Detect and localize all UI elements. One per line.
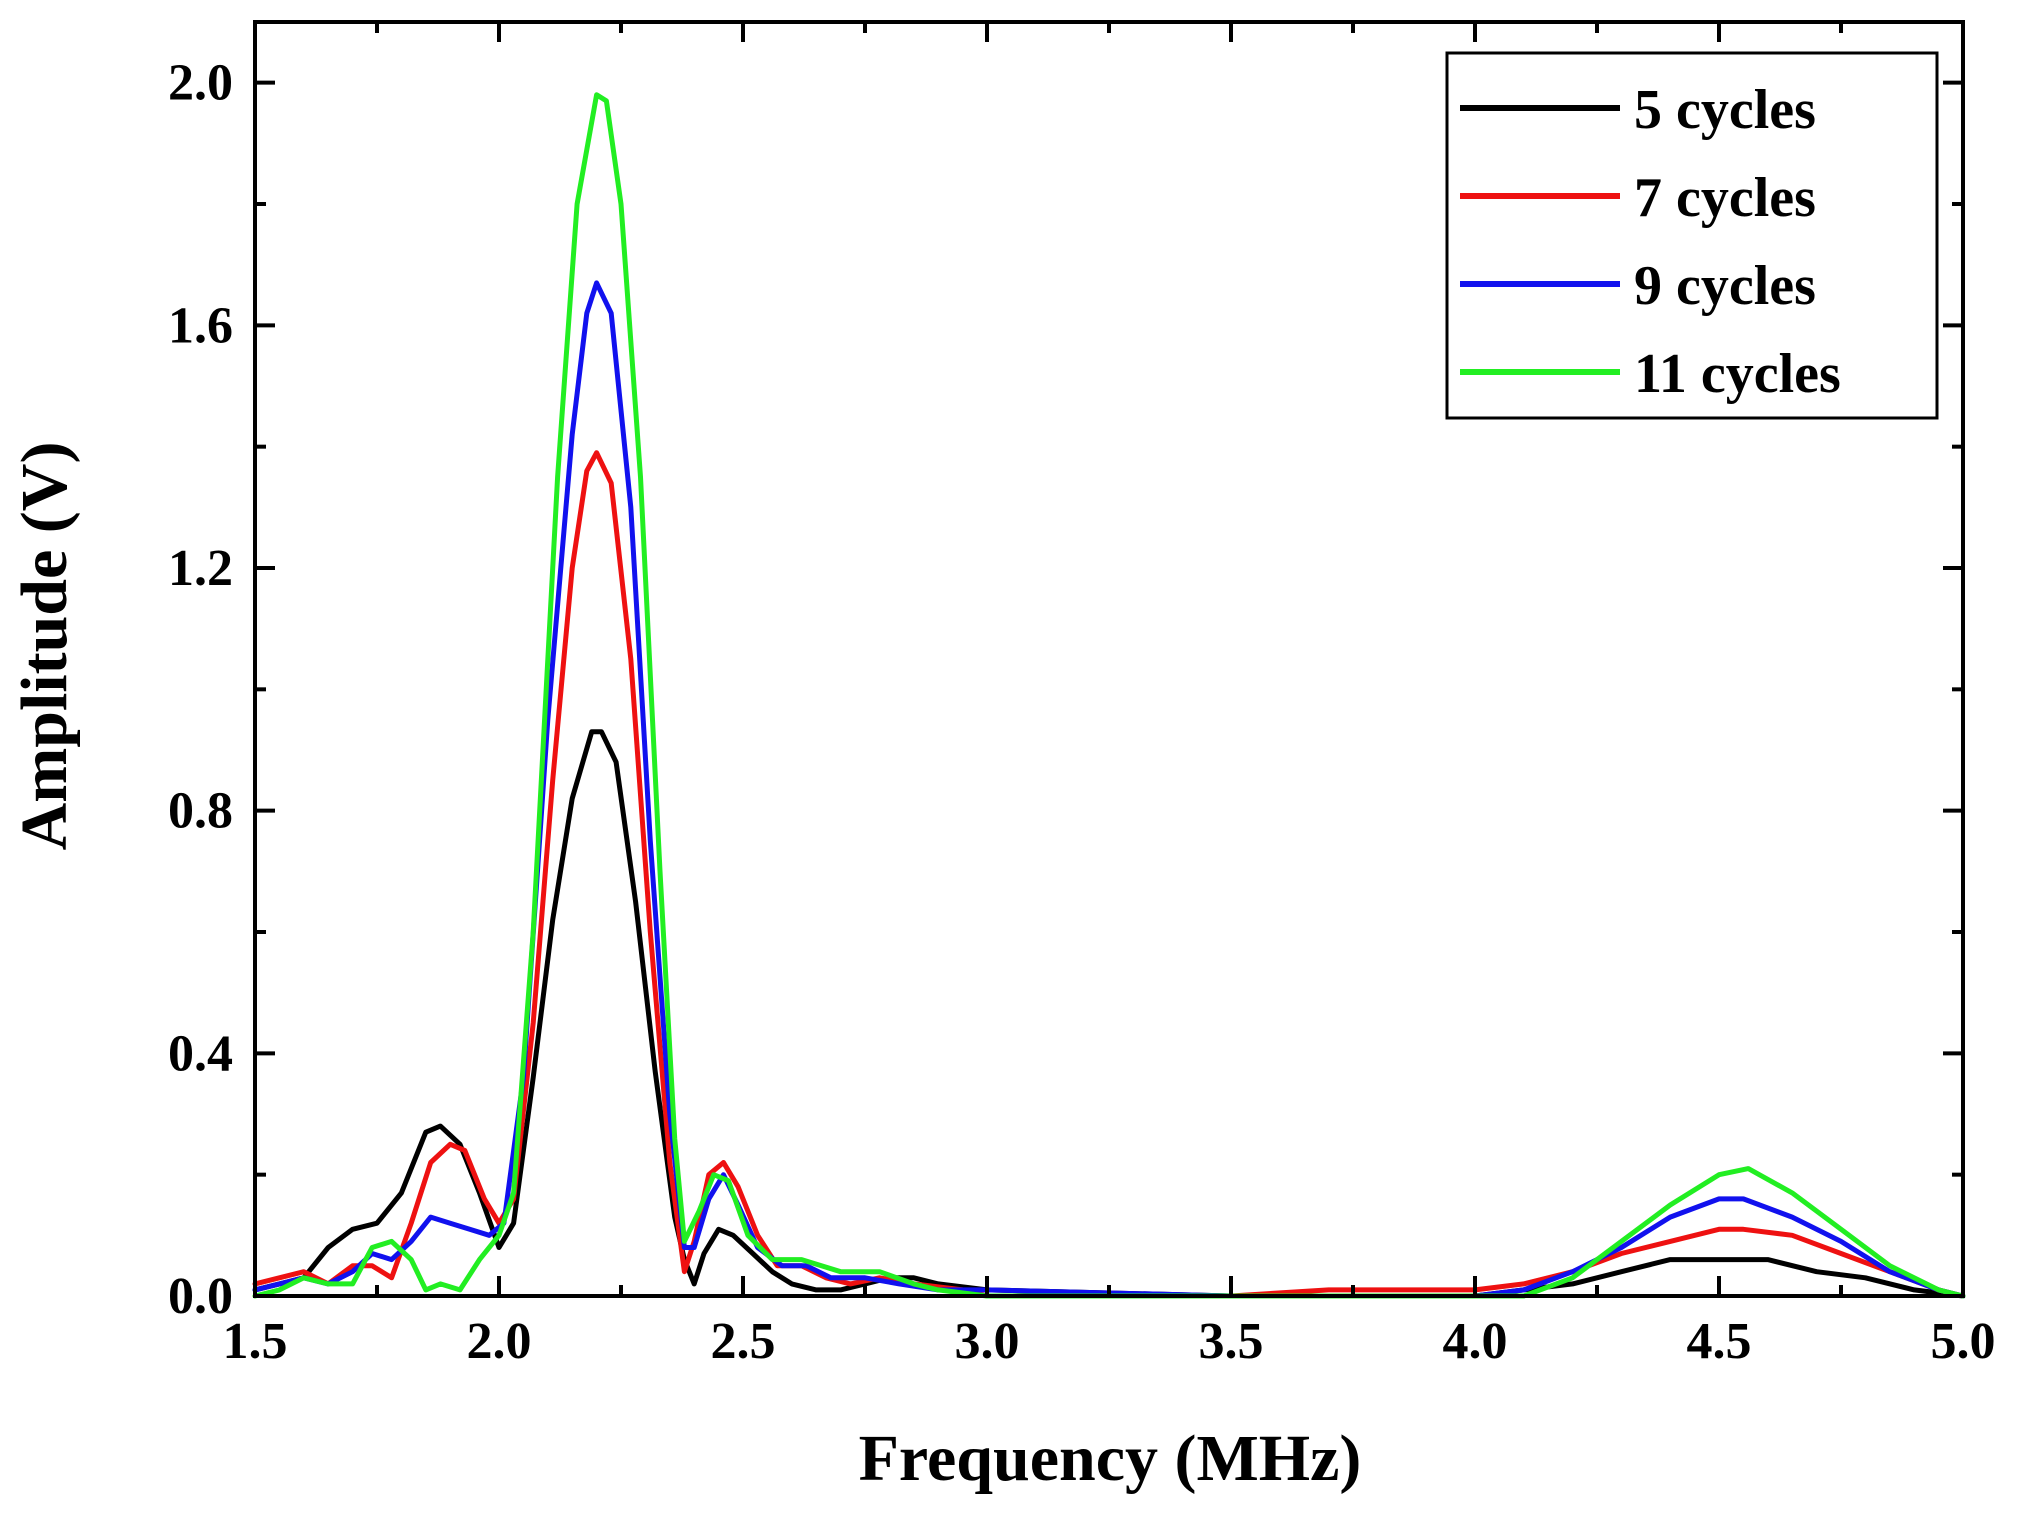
legend: 5 cycles 7 cycles 9 cycles 11 cycles xyxy=(1445,51,1939,420)
legend-label-4: 11 cycles xyxy=(1634,343,1841,405)
y-tick-label: 1.2 xyxy=(168,540,233,597)
y-tick-label: 0.0 xyxy=(168,1268,233,1325)
legend-box xyxy=(1445,51,1939,420)
series-layer xyxy=(252,92,1966,1299)
series-line-4 xyxy=(252,92,1966,1299)
x-tick-label: 3.5 xyxy=(1199,1313,1264,1370)
ticks-layer: 1.5 2.0 2.5 3.0 3.5 4.0 4.5 5.0 0.0 0.4 0.8 1.2 1.6 2… xyxy=(168,22,1996,1370)
y-tick-label: 1.6 xyxy=(168,297,233,354)
x-tick-label: 2.5 xyxy=(711,1313,776,1370)
series-line-2 xyxy=(252,450,1966,1299)
y-tick-label: 0.8 xyxy=(168,783,233,840)
x-tick-label: 4.5 xyxy=(1687,1313,1752,1370)
series-line-1 xyxy=(252,729,1966,1299)
y-axis-title: Amplitude (V) xyxy=(8,442,81,851)
x-tick-label: 3.0 xyxy=(955,1313,1020,1370)
y-tick-label: 0.4 xyxy=(168,1025,233,1082)
legend-label-1: 5 cycles xyxy=(1634,79,1816,141)
x-axis-title: Frequency (MHz) xyxy=(859,1422,1362,1495)
series-line-3 xyxy=(252,280,1966,1299)
x-tick-label: 2.0 xyxy=(467,1313,532,1370)
x-tick-label: 5.0 xyxy=(1931,1313,1996,1370)
x-tick-label: 4.0 xyxy=(1443,1313,1508,1370)
legend-label-2: 7 cycles xyxy=(1634,167,1816,229)
x-tick-label: 1.5 xyxy=(223,1313,288,1370)
legend-label-3: 9 cycles xyxy=(1634,255,1816,317)
y-tick-label: 2.0 xyxy=(168,55,233,112)
